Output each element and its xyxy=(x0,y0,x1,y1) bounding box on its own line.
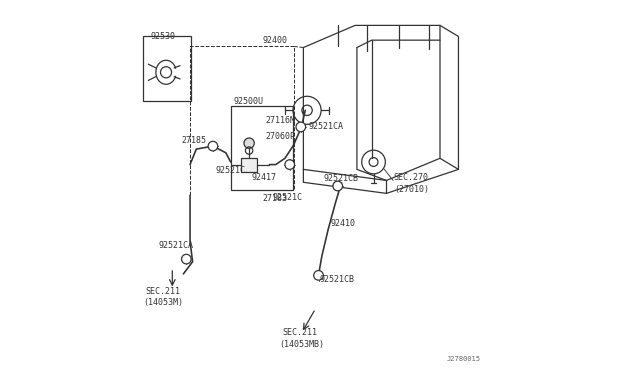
Text: (27010): (27010) xyxy=(395,185,429,194)
Bar xyxy=(143,36,191,101)
Text: (14053M): (14053M) xyxy=(143,298,184,307)
Text: 92521C: 92521C xyxy=(216,166,246,175)
Circle shape xyxy=(208,141,218,151)
Text: 92530: 92530 xyxy=(151,32,176,41)
Text: 92500U: 92500U xyxy=(233,97,263,106)
Circle shape xyxy=(314,270,323,280)
Text: 92521CB: 92521CB xyxy=(324,174,358,183)
Text: 27183: 27183 xyxy=(263,194,288,203)
Text: 27185: 27185 xyxy=(182,136,207,145)
Text: 92521CA: 92521CA xyxy=(158,241,193,250)
Circle shape xyxy=(182,254,191,264)
Text: (14053MB): (14053MB) xyxy=(280,340,324,349)
Text: 92417: 92417 xyxy=(252,173,276,182)
Text: SEC.211: SEC.211 xyxy=(146,287,180,296)
Text: 92521CB: 92521CB xyxy=(319,275,355,283)
Text: SEC.211: SEC.211 xyxy=(282,328,317,337)
Circle shape xyxy=(285,160,294,169)
Text: 27116M: 27116M xyxy=(266,116,295,125)
Circle shape xyxy=(244,138,254,148)
Bar xyxy=(241,158,257,172)
Circle shape xyxy=(296,122,306,132)
Text: 92521CA: 92521CA xyxy=(308,122,343,131)
Text: 92521C: 92521C xyxy=(273,193,303,202)
Text: J2780015: J2780015 xyxy=(447,356,481,362)
Text: 92400: 92400 xyxy=(263,36,288,45)
Text: 27060P: 27060P xyxy=(266,132,295,141)
Bar xyxy=(230,106,292,190)
Text: 92410: 92410 xyxy=(330,219,355,228)
Circle shape xyxy=(333,181,342,191)
Text: SEC.270: SEC.270 xyxy=(393,173,428,182)
